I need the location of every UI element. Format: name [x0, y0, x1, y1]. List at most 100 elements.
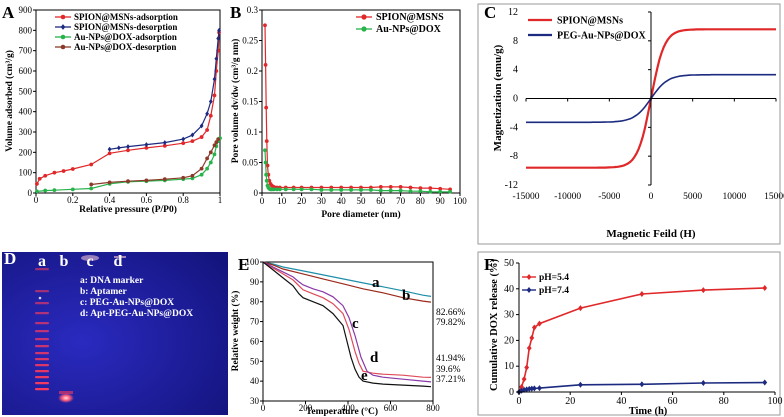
- data-point: [190, 132, 195, 138]
- data-point: [35, 189, 39, 194]
- gel-band: [35, 370, 49, 373]
- data-point: [107, 146, 112, 152]
- data-point: [398, 185, 403, 189]
- data-point: [263, 148, 267, 153]
- gel-band: [35, 338, 49, 341]
- gel-lane-label: a: [38, 253, 46, 270]
- x-tick-label: 70: [396, 196, 406, 206]
- x-tick-label: 15000: [764, 192, 784, 202]
- data-point: [531, 324, 537, 331]
- panel-b-ylabel: Pore volume dv/dw (cm³/g nm): [230, 39, 241, 164]
- legend-marker: [60, 44, 66, 50]
- data-point: [408, 189, 413, 194]
- data-point: [162, 143, 167, 148]
- x-tick-label: 10: [277, 196, 287, 206]
- data-point: [190, 173, 195, 178]
- data-point: [264, 139, 269, 144]
- data-point: [217, 27, 221, 33]
- series-line-2: [262, 261, 432, 378]
- x-tick-label: 60: [668, 396, 678, 407]
- data-point: [181, 136, 186, 142]
- data-point: [126, 148, 130, 153]
- x-tick-label: 50: [357, 196, 367, 206]
- data-point: [265, 163, 270, 168]
- data-point: [359, 188, 363, 192]
- curve-label: a: [372, 275, 380, 291]
- x-tick-label: -10000: [554, 192, 581, 202]
- gel-lane-label: b: [60, 253, 69, 270]
- panel-label-b: B: [230, 3, 241, 22]
- y-tick-label: 8: [513, 36, 518, 47]
- data-point: [205, 166, 210, 171]
- gel-well-glow: [81, 255, 99, 261]
- data-point: [162, 177, 167, 182]
- data-point: [107, 180, 112, 185]
- x-tick-label: 200: [299, 403, 313, 413]
- data-point: [524, 364, 530, 371]
- data-point: [52, 170, 57, 175]
- y-tick-label: 0: [28, 188, 33, 198]
- data-point: [126, 179, 130, 184]
- x-tick-label: 0: [517, 396, 522, 407]
- data-point: [89, 186, 94, 191]
- data-point: [349, 188, 353, 192]
- gel-band: [35, 364, 49, 367]
- y-tick-label: 0: [513, 94, 518, 105]
- data-point: [199, 172, 204, 177]
- data-point: [319, 188, 324, 192]
- gel-band-bright: [58, 393, 74, 403]
- data-point: [35, 181, 39, 186]
- x-tick-label: 0.4: [104, 195, 116, 205]
- gel-band: [35, 330, 49, 333]
- panel-a-xlabel: Relative pressure (P/P0): [79, 204, 177, 215]
- gel-band: [35, 345, 49, 348]
- y-tick-label: 200: [19, 147, 33, 157]
- data-point: [283, 187, 288, 192]
- data-point: [700, 379, 706, 386]
- x-tick-label: 0: [260, 196, 265, 206]
- gel-lane-label: c: [86, 253, 93, 270]
- gel-background: [2, 252, 228, 415]
- curve-label: c: [352, 316, 359, 332]
- data-point: [43, 188, 48, 193]
- legend-marker: [60, 34, 66, 40]
- data-point: [339, 188, 344, 192]
- data-point: [208, 150, 213, 155]
- y-tick-label: 0.2: [247, 66, 258, 76]
- y-tick-label: 90: [250, 277, 260, 287]
- data-point: [126, 144, 130, 150]
- data-point: [89, 162, 94, 167]
- data-point: [700, 287, 706, 294]
- gel-band: [35, 358, 49, 361]
- data-point: [214, 140, 219, 145]
- legend-marker: [526, 287, 532, 293]
- x-tick-label: -15000: [513, 192, 540, 202]
- y-tick-label: 80: [250, 297, 260, 307]
- x-tick-label: 100: [768, 396, 783, 407]
- data-point: [208, 99, 213, 104]
- gel-legend-entry: d: Apt-PEG-Au-NPs@DOX: [80, 309, 193, 319]
- data-point: [639, 290, 645, 297]
- x-tick-label: 20: [565, 396, 575, 407]
- data-point: [369, 188, 373, 192]
- data-point: [70, 167, 75, 171]
- data-point: [214, 56, 219, 62]
- data-point: [264, 178, 269, 183]
- x-tick-label: 0.8: [178, 195, 190, 205]
- series-line-1: [262, 261, 432, 303]
- gel-band: [35, 268, 49, 271]
- panel-e-ylabel: Relative weight (%): [230, 291, 241, 372]
- x-tick-label: 40: [337, 196, 347, 206]
- curve-label: d: [370, 350, 379, 366]
- y-tick-label: 0.15: [242, 97, 258, 107]
- data-point: [116, 145, 121, 151]
- data-point: [418, 186, 423, 191]
- y-tick-label: 30: [504, 310, 514, 321]
- y-tick-label: 300: [19, 127, 33, 137]
- data-point: [144, 178, 149, 183]
- data-point: [70, 187, 75, 192]
- end-value-label: 37.21%: [436, 375, 465, 385]
- data-point: [264, 105, 269, 110]
- data-point: [181, 141, 186, 146]
- panel-label-e: E: [238, 255, 249, 274]
